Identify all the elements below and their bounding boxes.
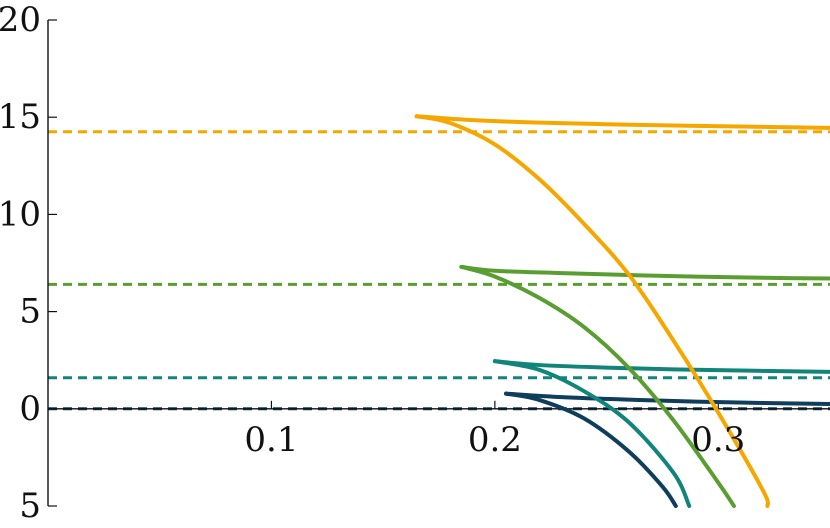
x-tick-label: 0.2 (468, 420, 522, 460)
series-2-lower-branch (459, 264, 736, 508)
y-tick-label: 15 (0, 97, 41, 137)
series-3-upper-branch (492, 359, 830, 374)
series-1-upper-branch (414, 114, 830, 130)
series-1-lower-branch (414, 114, 770, 508)
y-tick-label: 5 (19, 486, 41, 526)
series-4-lower-branch (504, 391, 678, 508)
series-4-upper-branch (504, 391, 830, 406)
tick-labels: 20 15 10 5 0 5 0.1 0.2 0.3 (0, 0, 745, 526)
series-3-lower-branch (492, 359, 692, 508)
reference-lines (48, 130, 830, 411)
y-tick-label: 20 (0, 0, 41, 40)
curves (414, 114, 830, 508)
series-2-upper-branch (459, 264, 830, 281)
y-tick-label: 10 (0, 194, 41, 234)
y-tick-label: 0 (19, 389, 41, 429)
x-tick-label: 0.3 (691, 420, 745, 460)
x-tick-label: 0.1 (244, 420, 298, 460)
y-tick-label: 5 (19, 292, 41, 332)
